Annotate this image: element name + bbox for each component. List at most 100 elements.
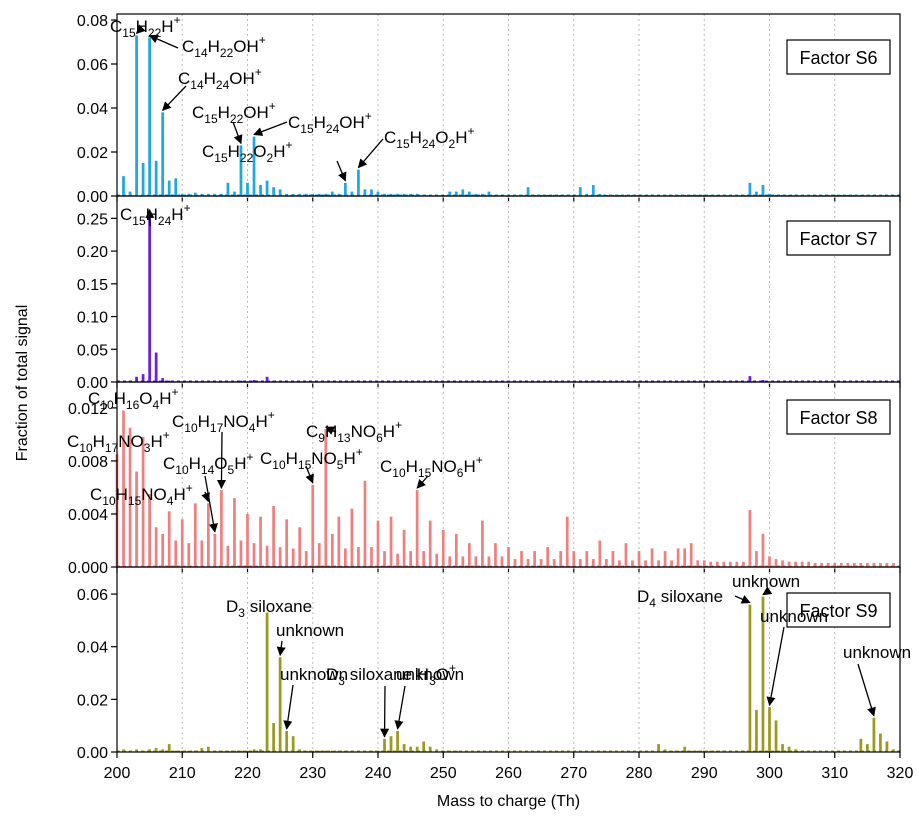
bar [246,513,249,567]
peak-annotation: D3​ siloxane [226,597,312,620]
bar [383,193,386,196]
bar [376,750,380,752]
bar [526,559,530,567]
bar [859,563,863,567]
bar [872,563,876,567]
bar [161,378,165,382]
bar [722,561,726,567]
bar [154,352,158,382]
peak-annotation: unknown [760,607,828,626]
bar [657,560,660,567]
bar [650,548,654,567]
bar [337,750,341,752]
x-tick-label: 220 [234,765,261,782]
bar [344,182,347,196]
y-tick-label: 0.20 [77,244,108,261]
bar [239,380,243,382]
bar [187,543,191,567]
bar [598,540,602,567]
peak-annotation: C15​H22​H+​ [110,13,181,40]
y-tick-label: 0.06 [77,587,108,604]
peak-annotation: C15​H22​O2​H+​ [202,138,293,165]
bar [330,750,334,752]
annotation-arrow [857,663,876,717]
bar [128,191,132,196]
bar [676,548,680,567]
bar [389,193,393,196]
bar [200,193,204,196]
bar [637,551,641,567]
annotation-arrow [762,586,773,596]
bar [461,189,465,196]
bar [761,185,765,196]
bar [787,746,791,752]
bar [585,551,589,567]
bar [846,563,850,567]
bar [598,193,602,196]
bar [396,193,399,196]
bar [591,559,595,567]
bar [585,193,589,196]
bar [344,750,347,752]
bar [220,750,223,752]
x-axis-title: Mass to charge (Th) [437,793,580,810]
bar [350,750,354,752]
bar [768,193,771,196]
y-tick-label: 0.10 [77,310,108,327]
bar [755,191,758,196]
bar [742,750,745,752]
bar [761,596,765,752]
bar [363,750,367,752]
y-tick-label: 0.02 [77,145,108,162]
peak-annotation: C9​H13​NO6​H+​ [306,418,402,445]
peak-annotation: C10​H15​NO6​H+​ [380,453,483,480]
bar [428,520,432,567]
bar [441,529,445,567]
bar [578,187,582,196]
x-tick-label: 310 [821,765,848,782]
bar [285,519,289,567]
bar [265,376,269,382]
bar [291,193,295,196]
bar [317,193,321,196]
annotation-arrow [734,595,751,604]
panel-1: 0.00 0.02 0.04 0.06 0.08 Factor S6 C15​H22​H+​… [77,13,901,206]
bar [135,749,138,752]
bar [330,533,334,567]
bar [526,187,530,196]
bar [141,437,145,567]
annotation-arrow [148,34,179,49]
bar [872,717,876,752]
bar [794,561,797,567]
bar [122,410,125,567]
bar [696,750,700,752]
bar [193,503,197,567]
bar [520,551,523,567]
bar [866,563,869,567]
bar [233,191,236,196]
x-tick-label: 300 [756,765,783,782]
peak-annotation: C10​H16​O4​H+​ [88,385,179,412]
annotation-arrow [283,684,294,730]
bar [304,551,308,567]
bar [298,527,302,567]
annotation-arrow [336,160,347,182]
bar [441,750,445,752]
bar [174,178,178,196]
annotation-arrow [216,431,227,490]
bar [709,750,713,752]
bar [839,563,843,567]
bar [435,553,439,567]
bar [213,533,217,567]
annotation-arrow [766,626,785,707]
bar [370,750,373,752]
bar [291,548,295,567]
bar [304,750,308,752]
bar [546,547,550,567]
bar [337,516,341,567]
x-tick-label: 280 [626,765,653,782]
bar [428,746,432,752]
bar [402,529,406,567]
annotation-arrow [253,121,288,136]
bar [141,163,145,196]
